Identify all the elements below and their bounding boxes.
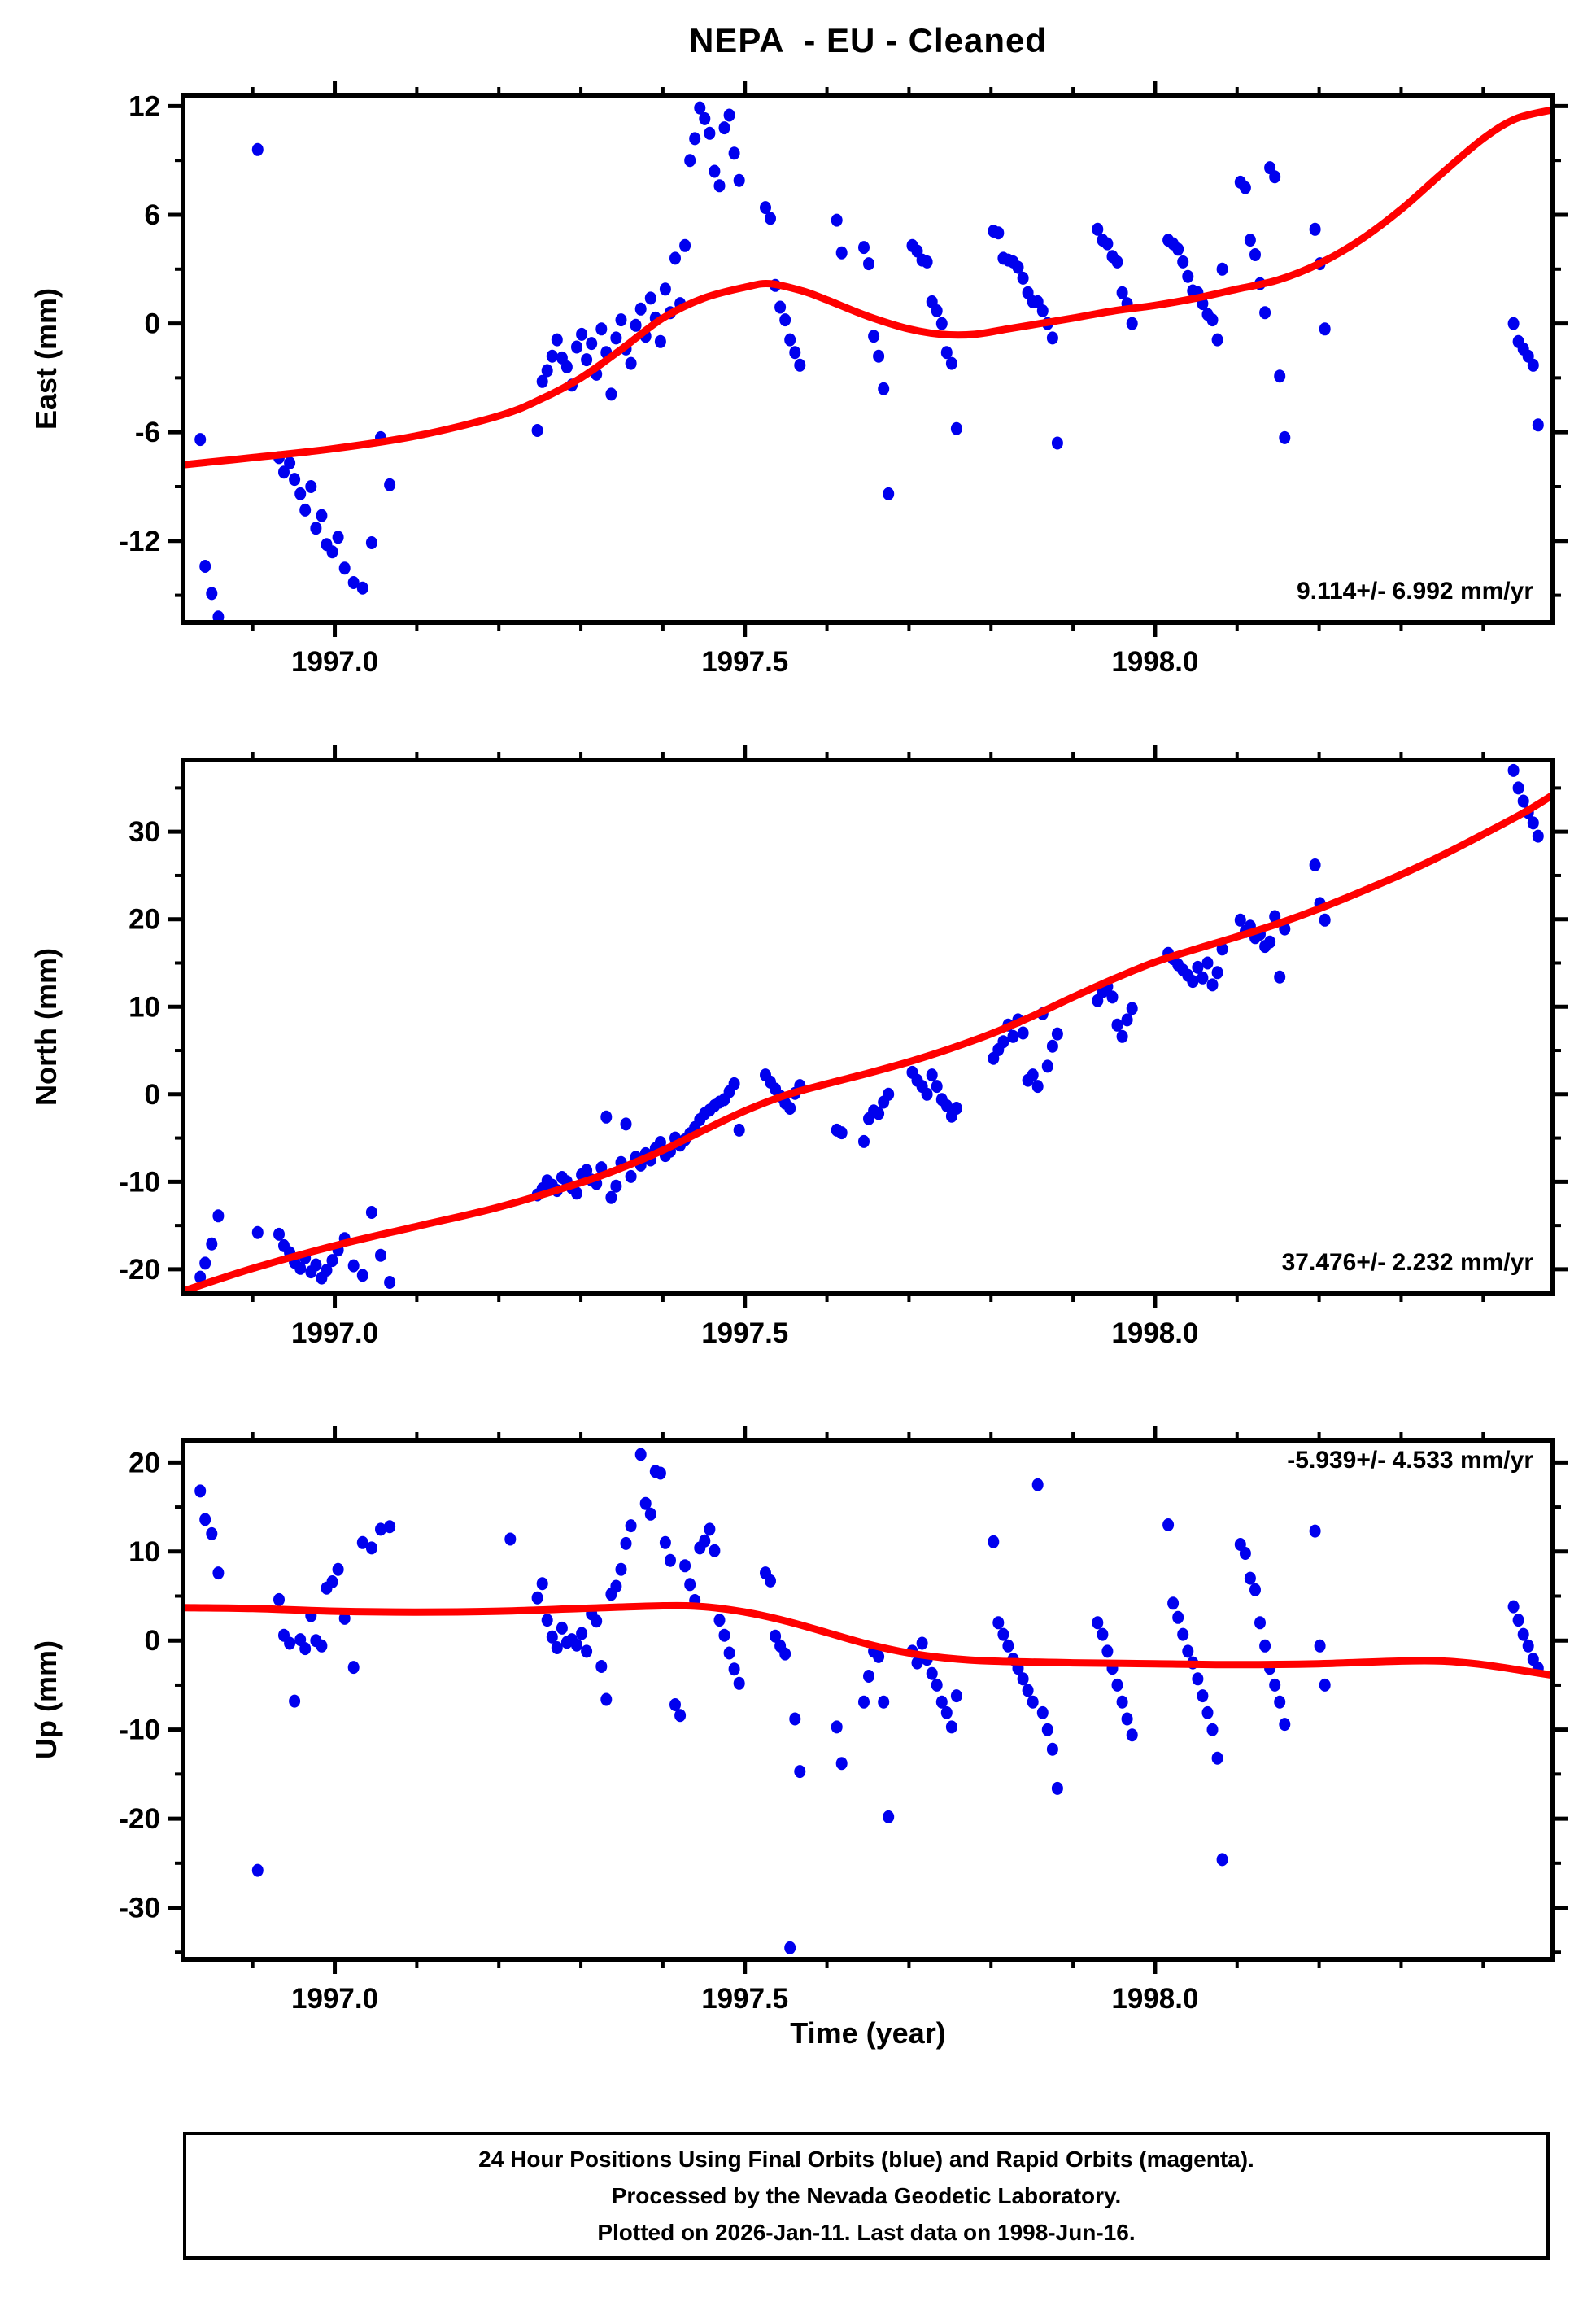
svg-text:1997.5: 1997.5 [701, 1317, 788, 1349]
north-ticks [168, 745, 1568, 1308]
up-ticks [168, 1426, 1568, 1974]
svg-text:-10: -10 [119, 1166, 160, 1198]
svg-text:1997.0: 1997.0 [291, 646, 378, 678]
svg-text:30: 30 [129, 816, 160, 848]
svg-text:1998.0: 1998.0 [1111, 1983, 1198, 2015]
caption-line-3: Plotted on 2026-Jan-11. Last data on 199… [597, 2220, 1136, 2245]
svg-text:1997.5: 1997.5 [701, 1983, 788, 2015]
svg-text:1997.0: 1997.0 [291, 1317, 378, 1349]
north-data-points [194, 763, 1544, 1289]
north-panel: 30 20 10 0 -10 -20 1997.0 1997.5 1998.0 [119, 745, 1568, 1349]
up-data-points [194, 1448, 1544, 1954]
east-data-points [194, 101, 1544, 622]
caption-box: 24 Hour Positions Using Final Orbits (bl… [183, 2132, 1550, 2260]
svg-text:20: 20 [129, 904, 160, 936]
east-frame [181, 93, 1555, 625]
svg-text:-20: -20 [119, 1803, 160, 1835]
up-fit-line [183, 1601, 1553, 1679]
svg-text:-6: -6 [135, 417, 160, 448]
up-panel: 20 10 0 -10 -20 -30 1997.0 1997.5 1998.0 [119, 1426, 1568, 2015]
svg-text:-30: -30 [119, 1893, 160, 1924]
north-tick-labels: 30 20 10 0 -10 -20 1997.0 1997.5 1998.0 [119, 816, 1198, 1349]
up-tick-labels: 20 10 0 -10 -20 -30 1997.0 1997.5 1998.0 [119, 1447, 1198, 2015]
svg-text:1997.0: 1997.0 [291, 1983, 378, 2015]
caption-line-1: 24 Hour Positions Using Final Orbits (bl… [478, 2147, 1254, 2172]
svg-text:-20: -20 [119, 1254, 160, 1286]
svg-text:-12: -12 [119, 526, 160, 557]
east-axis-title: East (mm) [29, 287, 63, 430]
east-ticks [168, 81, 1568, 637]
svg-text:0: 0 [145, 1079, 160, 1111]
svg-text:10: 10 [129, 1536, 160, 1568]
svg-text:1997.5: 1997.5 [701, 646, 788, 678]
north-frame [181, 758, 1555, 1296]
svg-text:1998.0: 1998.0 [1111, 1317, 1198, 1349]
svg-text:20: 20 [129, 1447, 160, 1478]
up-frame [181, 1438, 1555, 1962]
north-fit-line [183, 791, 1553, 1294]
north-axis-title: North (mm) [29, 948, 63, 1106]
svg-text:0: 0 [145, 1625, 160, 1657]
east-tick-labels: 12 6 0 -6 -12 1997.0 1997.5 1998.0 [119, 90, 1198, 678]
north-rate-annotation: 37.476+/- 2.232 mm/yr [1281, 1249, 1533, 1276]
svg-text:6: 6 [145, 199, 160, 231]
svg-text:12: 12 [129, 90, 160, 122]
up-rate-annotation: -5.939+/- 4.533 mm/yr [1287, 1447, 1533, 1474]
up-axis-title: Up (mm) [29, 1640, 63, 1759]
svg-text:1998.0: 1998.0 [1111, 646, 1198, 678]
svg-text:10: 10 [129, 991, 160, 1023]
east-rate-annotation: 9.114+/- 6.992 mm/yr [1296, 578, 1533, 605]
svg-text:-10: -10 [119, 1714, 160, 1746]
svg-text:0: 0 [145, 308, 160, 340]
page-title: NEPA - EU - Cleaned [688, 21, 1048, 59]
east-fit-line [183, 106, 1553, 469]
x-axis-title: Time (year) [790, 2016, 946, 2050]
caption-line-2: Processed by the Nevada Geodetic Laborat… [611, 2183, 1122, 2208]
east-panel: 12 6 0 -6 -12 1997.0 1997.5 1998.0 [119, 81, 1568, 678]
